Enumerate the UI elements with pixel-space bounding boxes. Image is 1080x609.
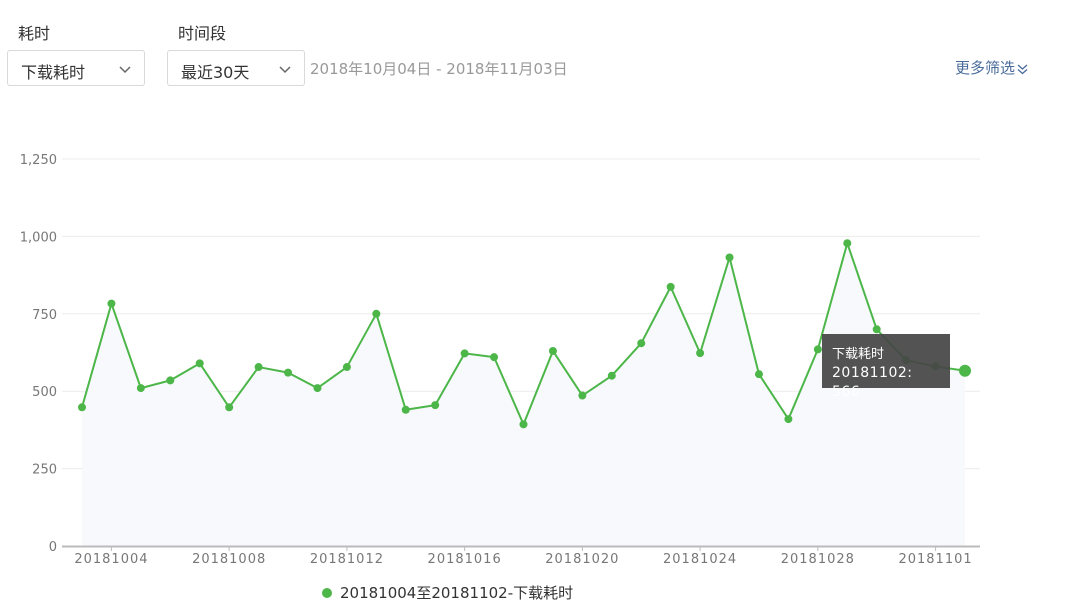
x-axis-ticks: 20181004 20181008 20181012 20181016 20181020…: [74, 546, 972, 567]
data-point[interactable]: [107, 299, 116, 308]
y-tick-label: 750: [32, 308, 57, 323]
data-point[interactable]: [490, 353, 499, 362]
data-point[interactable]: [254, 363, 263, 372]
chart-legend[interactable]: 20181004至20181102-下载耗时: [322, 582, 573, 603]
data-point[interactable]: [666, 282, 675, 291]
data-point[interactable]: [78, 403, 86, 412]
data-point[interactable]: [548, 346, 557, 355]
data-point[interactable]: [195, 359, 204, 368]
period-select-value: 最近30天: [181, 63, 250, 82]
data-point[interactable]: [460, 349, 469, 358]
data-point[interactable]: [284, 368, 293, 377]
x-tick-label: 20181020: [545, 552, 619, 567]
x-tick-label: 20181016: [428, 552, 502, 567]
data-point[interactable]: [372, 309, 381, 318]
x-tick-label: 20181101: [898, 552, 972, 567]
legend-label: 20181004至20181102-下载耗时: [340, 584, 574, 602]
data-point[interactable]: [754, 370, 763, 379]
data-point[interactable]: [342, 363, 351, 372]
date-range-text: 2018年10月04日 - 2018年11月03日: [310, 60, 568, 78]
x-tick-label: 20181024: [663, 552, 737, 567]
data-point[interactable]: [225, 403, 234, 412]
double-chevron-down-icon: [1017, 64, 1028, 74]
legend-marker: [322, 587, 332, 598]
metric-label: 耗时: [18, 24, 51, 43]
data-point[interactable]: [725, 253, 734, 262]
tooltip-title: 下载耗时: [832, 347, 885, 362]
metric-select[interactable]: 下载耗时: [7, 50, 145, 86]
data-point[interactable]: [872, 325, 881, 334]
data-point[interactable]: [784, 415, 793, 424]
y-tick-label: 1,000: [20, 230, 57, 245]
y-tick-label: 1,250: [20, 153, 57, 168]
x-tick-label: 20181028: [781, 552, 855, 567]
data-point[interactable]: [431, 401, 440, 410]
x-tick-label: 20181008: [192, 552, 266, 567]
period-label: 时间段: [178, 24, 227, 43]
y-axis-ticks: 0 250 500 750 1,000 1,250: [20, 153, 57, 555]
x-tick-label: 20181004: [74, 552, 148, 567]
data-point[interactable]: [637, 339, 646, 348]
period-select[interactable]: 最近30天: [167, 50, 305, 86]
x-tick-label: 20181012: [310, 552, 384, 567]
chart-tooltip: 下载耗时 20181102: 566: [822, 334, 950, 400]
data-point[interactable]: [401, 405, 410, 414]
y-tick-label: 0: [49, 540, 57, 555]
data-point[interactable]: [813, 345, 822, 354]
data-point[interactable]: [166, 376, 175, 385]
y-tick-label: 250: [32, 463, 57, 478]
more-filters-label: 更多筛选: [955, 59, 1016, 77]
y-tick-label: 500: [32, 385, 57, 400]
tooltip-value: 20181102: 566: [832, 365, 913, 400]
chevron-down-icon: [119, 66, 131, 74]
data-point[interactable]: [519, 420, 528, 429]
data-point[interactable]: [959, 364, 971, 377]
data-point[interactable]: [607, 371, 616, 380]
chevron-down-icon: [279, 66, 291, 74]
metric-select-value: 下载耗时: [21, 63, 86, 82]
more-filters-link[interactable]: 更多筛选: [955, 57, 1028, 78]
data-point[interactable]: [136, 384, 145, 393]
data-point[interactable]: [578, 391, 587, 400]
data-point[interactable]: [313, 384, 322, 393]
data-point[interactable]: [843, 239, 852, 248]
data-point[interactable]: [696, 349, 705, 358]
